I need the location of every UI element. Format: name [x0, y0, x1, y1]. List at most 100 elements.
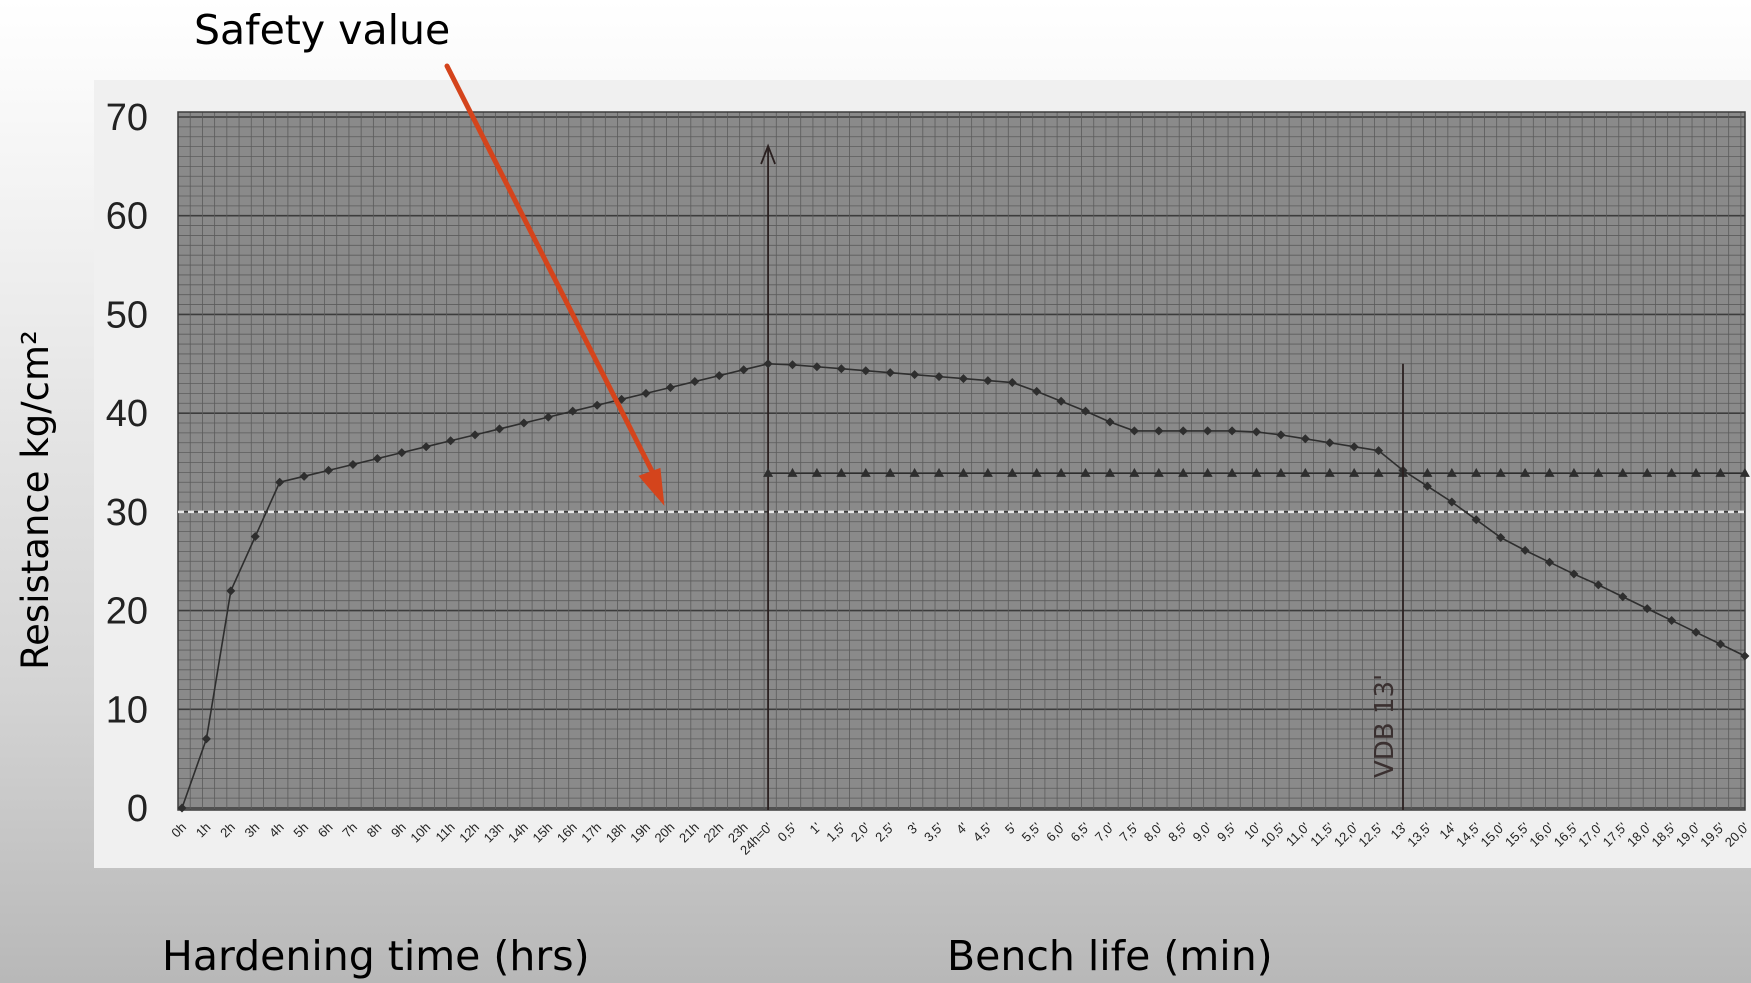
resistance-point: [641, 388, 651, 398]
resistance-point: [592, 400, 602, 410]
resistance-point: [1496, 533, 1506, 543]
resistance-point: [1642, 604, 1652, 614]
bench-point: [1080, 467, 1091, 477]
bench-point: [982, 467, 993, 477]
bench-point: [909, 467, 920, 477]
resistance-point: [1471, 515, 1481, 525]
resistance-point: [690, 377, 700, 387]
bench-point: [1568, 467, 1579, 477]
resistance-point: [568, 406, 578, 416]
chart-marks: VDB 13': [177, 143, 1750, 813]
plot-area: [178, 112, 1745, 810]
bench-point: [1446, 467, 1457, 477]
bench-point: [1373, 467, 1384, 477]
resistance-point: [983, 376, 993, 386]
resistance-point: [1203, 426, 1213, 436]
resistance-point: [1691, 627, 1701, 637]
bench-point: [860, 467, 871, 477]
bench-point: [1104, 467, 1115, 477]
resistance-point: [348, 459, 358, 469]
bench-point: [958, 467, 969, 477]
resistance-point: [1129, 426, 1139, 436]
resistance-point: [1251, 427, 1261, 437]
y-tick-label: 10: [106, 689, 148, 731]
resistance-point: [1081, 406, 1091, 416]
resistance-point: [250, 532, 260, 542]
resistance-point: [1545, 557, 1555, 567]
y-tick-label: 30: [106, 492, 148, 534]
bench-point: [1422, 467, 1433, 477]
resistance-point: [812, 362, 822, 372]
resistance-point: [543, 412, 553, 422]
resistance-point: [1374, 446, 1384, 456]
bench-point: [1031, 467, 1042, 477]
x-axis-label-hardening: Hardening time (hrs): [162, 932, 590, 980]
resistance-point: [177, 803, 187, 813]
bench-point: [1153, 467, 1164, 477]
y-tick-label: 70: [106, 97, 148, 139]
resistance-point: [1276, 430, 1286, 440]
bench-point: [1739, 467, 1750, 477]
bench-point: [1617, 467, 1628, 477]
resistance-point: [788, 360, 797, 370]
bench-point: [1275, 467, 1286, 477]
resistance-point: [519, 418, 529, 428]
y-tick-label: 0: [127, 788, 148, 830]
safety-arrow-head: [638, 467, 665, 506]
resistance-point: [1740, 651, 1750, 661]
resistance-point: [739, 365, 749, 375]
bench-point: [1007, 467, 1018, 477]
resistance-point: [324, 465, 334, 475]
bench-point: [1202, 467, 1213, 477]
resistance-point: [1325, 438, 1335, 448]
safety-arrow-shaft: [444, 63, 661, 487]
resistance-point: [1056, 396, 1066, 406]
bench-point: [1251, 467, 1262, 477]
resistance-point: [1447, 497, 1457, 507]
resistance-point: [299, 471, 309, 481]
bench-life-axis-arrow: [760, 143, 776, 165]
resistance-point: [397, 448, 407, 458]
resistance-point: [958, 374, 968, 384]
bench-point: [1666, 467, 1677, 477]
bench-point: [1300, 467, 1311, 477]
bench-point: [836, 467, 847, 477]
resistance-point: [446, 436, 456, 446]
resistance-point: [1032, 386, 1042, 396]
resistance-point: [201, 734, 211, 744]
y-tick-label: 20: [106, 591, 148, 633]
bench-point: [1715, 467, 1726, 477]
vdb-marker-label: VDB 13': [1370, 674, 1400, 778]
bench-point: [1129, 467, 1140, 477]
resistance-point: [275, 477, 285, 487]
x-axis-label-bench-life: Bench life (min): [947, 932, 1273, 980]
resistance-point: [934, 372, 944, 382]
resistance-point: [1349, 442, 1359, 452]
bench-point: [763, 467, 774, 477]
annotations: [444, 63, 665, 506]
resistance-point: [470, 430, 480, 440]
resistance-point: [226, 586, 236, 596]
resistance-point: [1618, 592, 1628, 602]
bench-point: [885, 467, 896, 477]
bench-point: [787, 467, 798, 477]
resistance-point: [1178, 426, 1188, 436]
y-axis-ticks: 0 10 20 30 40 50 60 70: [106, 97, 148, 830]
bench-point: [1349, 467, 1360, 477]
resistance-point: [1715, 639, 1725, 649]
bench-point: [811, 467, 822, 477]
resistance-point: [1422, 481, 1432, 491]
plot-frame: [177, 111, 1746, 811]
safety-value-label: Safety value: [194, 6, 450, 54]
resistance-point: [714, 371, 724, 381]
resistance-point: [1520, 545, 1530, 555]
y-tick-label: 40: [106, 393, 148, 435]
resistance-point: [1105, 417, 1115, 427]
resistance-point: [836, 364, 846, 374]
resistance-point: [494, 424, 504, 434]
bench-point: [1471, 467, 1482, 477]
bench-point: [1593, 467, 1604, 477]
resistance-point: [763, 359, 773, 369]
bench-point: [1520, 467, 1531, 477]
